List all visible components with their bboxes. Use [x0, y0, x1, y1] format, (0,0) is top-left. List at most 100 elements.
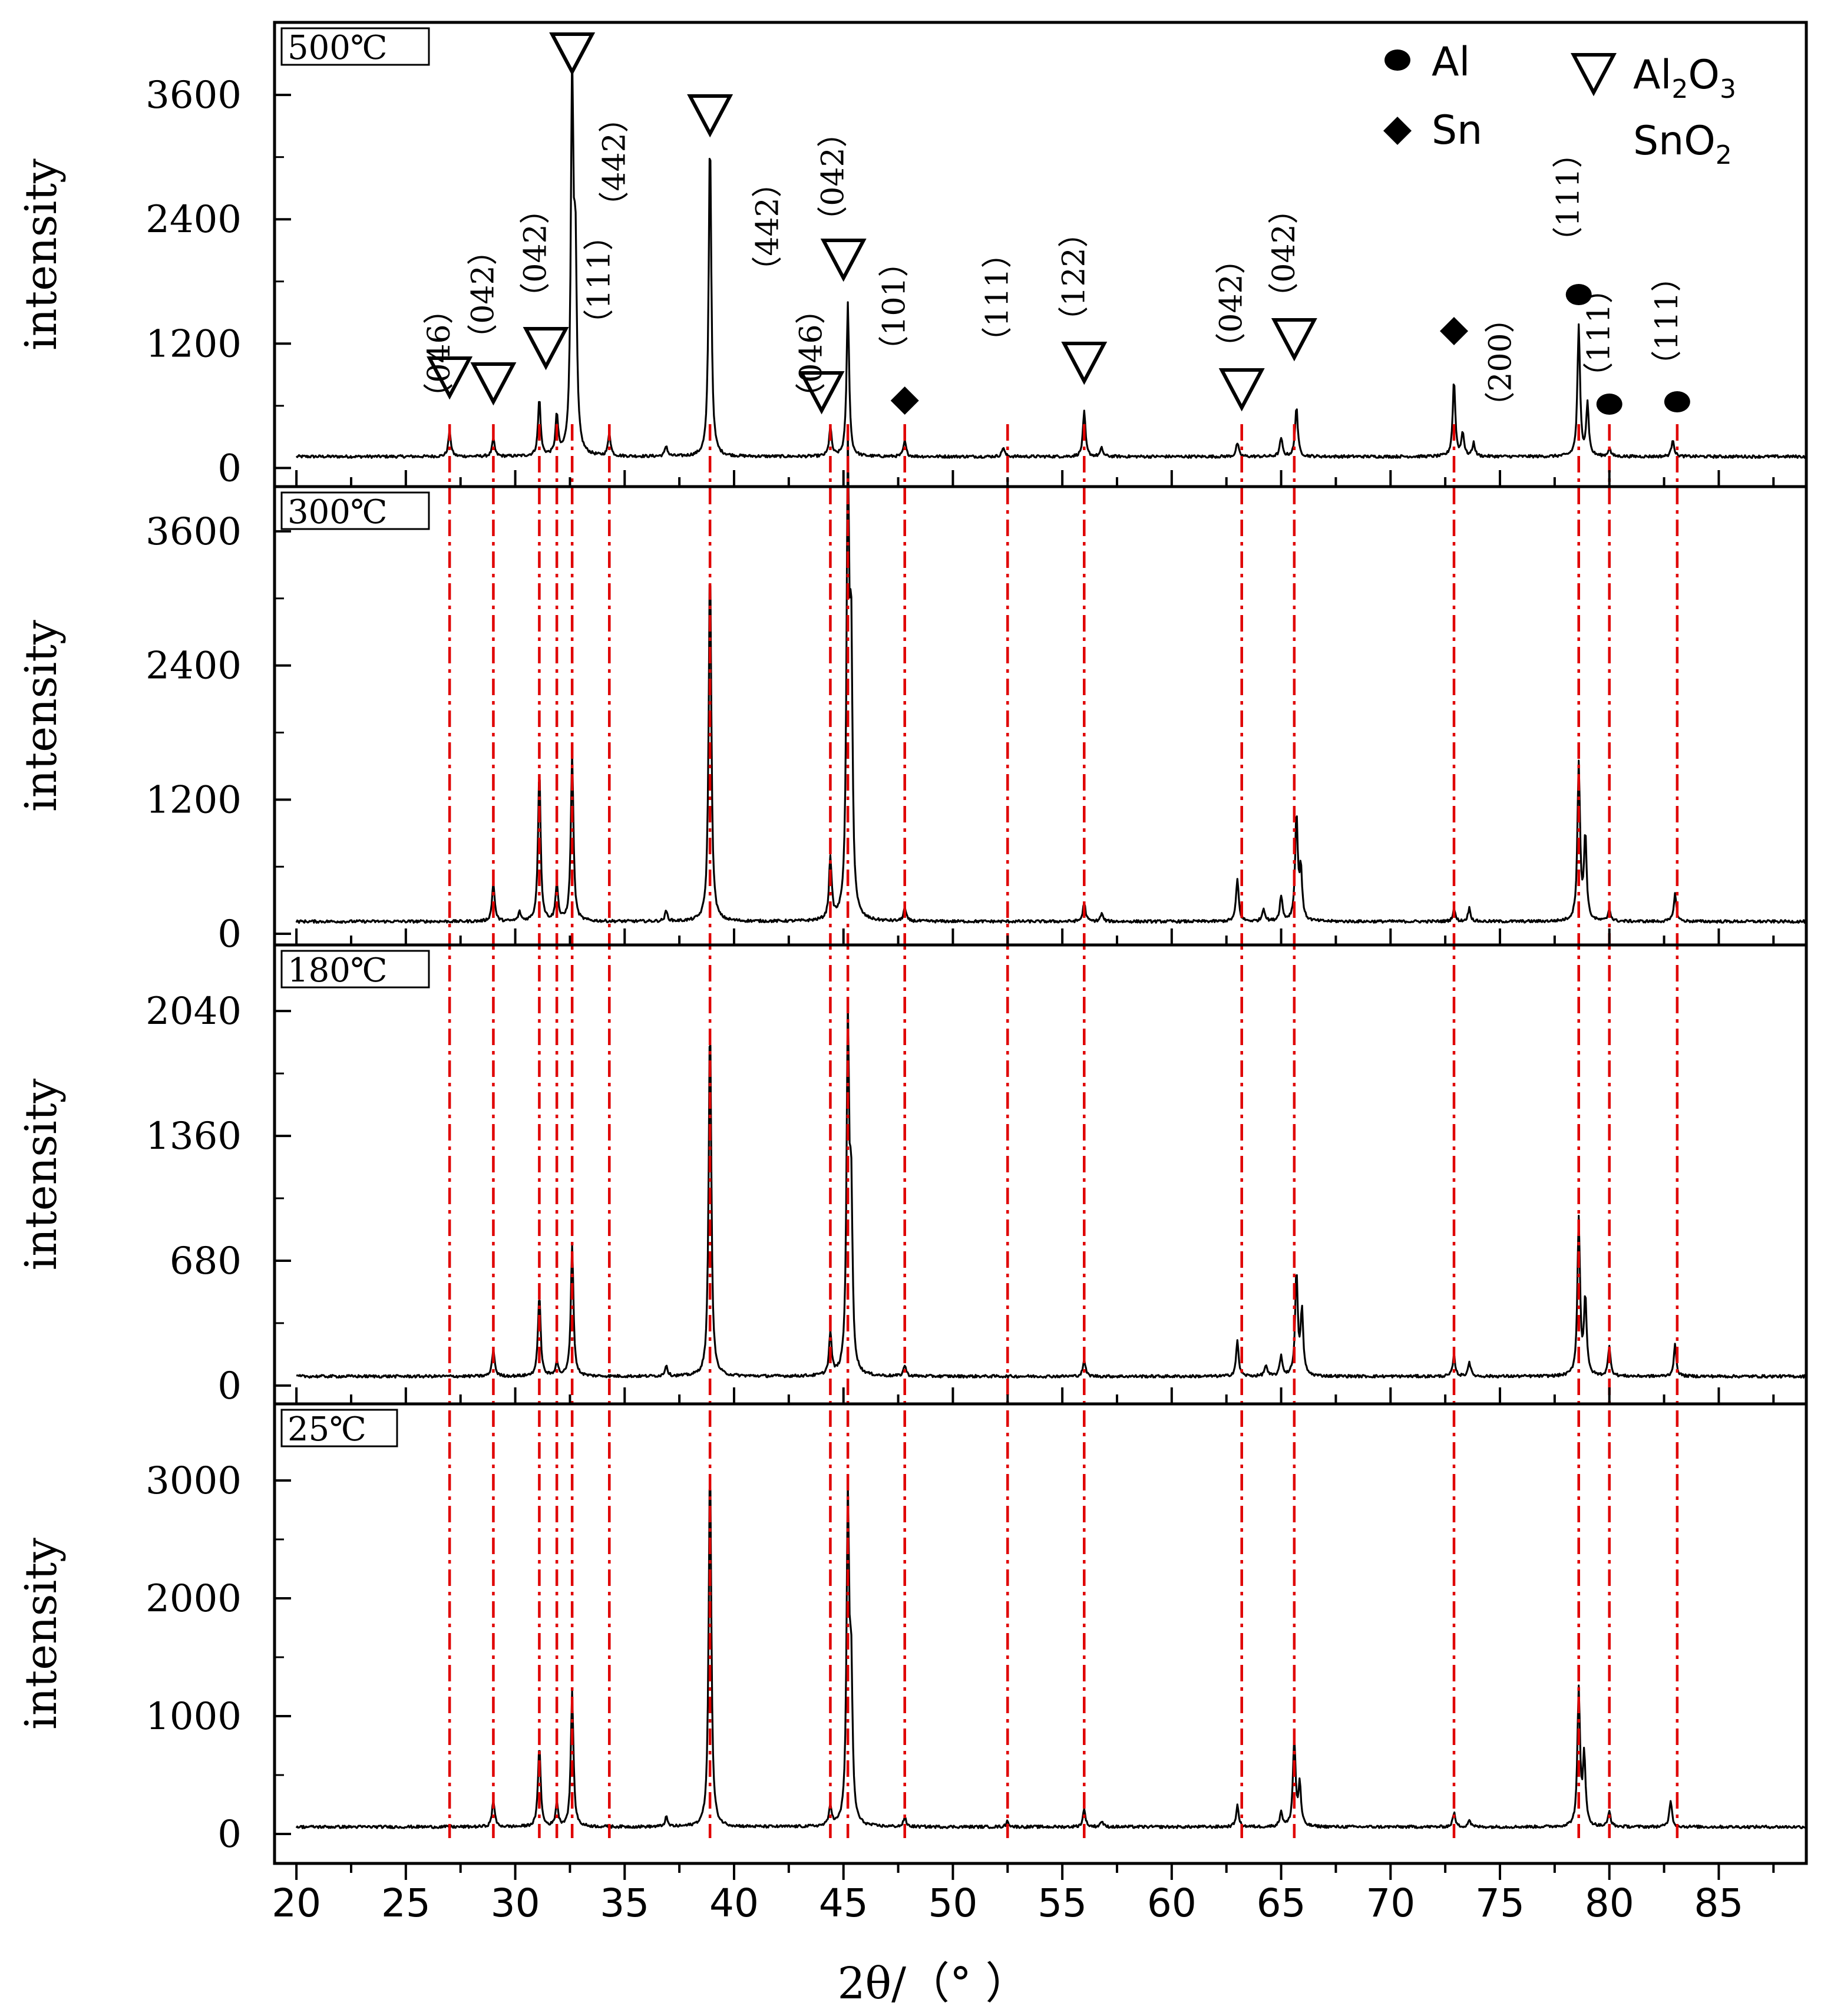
miller-index-label: （442）	[750, 167, 785, 286]
x-tick-label: 35	[600, 1881, 649, 1926]
y-tick-label: 0	[217, 1364, 242, 1408]
miller-index-label: （122）	[1056, 217, 1092, 336]
diamond-icon	[890, 386, 919, 415]
y-tick-label: 2000	[146, 1577, 242, 1621]
panel-frames-layer: 500℃ 300℃ 180℃ 25℃	[273, 21, 1808, 1865]
y-tick-label: 0	[217, 447, 242, 490]
miller-index-label: （042）	[1267, 193, 1302, 313]
panel-frame	[273, 1402, 1808, 1865]
x-tick-label: 25	[381, 1881, 431, 1926]
triangle-down-icon	[820, 239, 867, 282]
circle-icon	[1664, 391, 1690, 412]
miller-index-label: （111）	[1650, 261, 1685, 381]
y-tick-label: 2040	[146, 990, 242, 1033]
circle-icon	[1565, 284, 1592, 305]
x-axis-title: 2θ/（° ）	[837, 1958, 1029, 2009]
x-tick-label: 50	[928, 1881, 977, 1926]
x-tick-label: 30	[491, 1881, 540, 1926]
y-tick-label: 680	[170, 1240, 242, 1283]
traces-layer	[295, 45, 1807, 1829]
temperature-label-box	[280, 1409, 398, 1447]
legend-text-part: SnO	[1633, 118, 1716, 164]
x-axis: 20 25 30 35 40 45 50 55 60 65 70 75 80 85	[272, 470, 1775, 1926]
temperature-label: 180℃	[288, 951, 388, 990]
circle-icon	[1384, 49, 1410, 71]
y-tick-label: 0	[217, 1813, 242, 1856]
circle-icon	[1596, 394, 1622, 415]
legend-label-al: Al	[1432, 39, 1470, 85]
y-tick-label: 0	[217, 913, 242, 956]
y-tick-label: 1200	[146, 322, 242, 366]
y-axis-title: intensity	[16, 1078, 67, 1270]
reference-lines-layer	[448, 424, 1679, 1838]
y-tick-label: 1360	[146, 1115, 242, 1158]
x-tick-label: 65	[1257, 1881, 1306, 1926]
diamond-icon	[1383, 117, 1412, 145]
miller-index-label: （442）	[597, 102, 632, 222]
miller-index-label: （042）	[518, 193, 554, 313]
y-tick-label: 1000	[146, 1695, 242, 1739]
y-tick-label: 3600	[146, 74, 242, 117]
miller-index-label: （101）	[877, 246, 913, 366]
triangle-down-icon	[427, 356, 473, 400]
triangle-down-icon	[549, 32, 596, 76]
triangle-down-icon	[687, 94, 733, 138]
y-axes-layer: 0 1200 2400 3600 intensity 0 1200 2400 3600 inten…	[16, 74, 291, 1856]
temperature-label-box	[280, 491, 430, 530]
y-axis-title: intensity	[16, 1538, 67, 1730]
temperature-label-box	[280, 27, 430, 66]
triangle-down-icon	[1218, 368, 1265, 412]
temperature-label: 300℃	[288, 493, 388, 531]
miller-index-label: （200）	[1483, 302, 1519, 422]
legend-text-part: O	[1688, 52, 1720, 98]
triangle-down-icon	[798, 371, 845, 415]
subscript: 3	[1720, 74, 1736, 104]
y-tick-label: 1200	[146, 778, 242, 822]
x-tick-label: 20	[272, 1881, 321, 1926]
subscript: 2	[1671, 74, 1688, 104]
y-tick-label: 2400	[146, 198, 242, 242]
legend-label-al2o3: Al2O3	[1633, 52, 1736, 104]
x-tick-label: 85	[1694, 1881, 1743, 1926]
xrd-trace-300℃	[295, 426, 1807, 924]
miller-index-label: （111）	[1582, 273, 1617, 392]
y-tick-label: 3000	[146, 1459, 242, 1503]
miller-index-label: （042）	[1214, 243, 1250, 363]
temperature-label: 25℃	[288, 1410, 366, 1449]
legend-label-sno2: SnO2	[1633, 118, 1732, 170]
peak-annotations: （046） （042） （042） （111）（442）（442）（046）（042）…	[422, 32, 1690, 422]
miller-index-label: （042）	[816, 117, 851, 236]
x-tick-label: 80	[1585, 1881, 1634, 1926]
y-axis-title: intensity	[16, 620, 67, 812]
diamond-icon	[1440, 317, 1468, 345]
miller-index-label: （111）	[581, 220, 617, 339]
subscript: 2	[1716, 140, 1732, 170]
x-tick-label: 75	[1475, 1881, 1525, 1926]
x-tick-label: 40	[709, 1881, 759, 1926]
x-tick-label: 60	[1147, 1881, 1197, 1926]
miller-index-label: （111）	[1551, 137, 1587, 257]
xrd-trace-500℃	[295, 45, 1807, 459]
miller-index-label: （046）	[794, 293, 830, 413]
miller-index-label: （042）	[465, 234, 501, 354]
x-tick-label: 55	[1037, 1881, 1087, 1926]
xrd-trace-180℃	[296, 997, 1807, 1379]
y-tick-label: 2400	[146, 645, 242, 688]
triangle-down-icon	[1061, 342, 1108, 385]
triangle-down-icon	[523, 327, 569, 371]
y-axis-title: intensity	[16, 158, 67, 351]
miller-index-label: （046）	[422, 293, 457, 413]
x-tick-label: 70	[1366, 1881, 1415, 1926]
temperature-label: 500℃	[288, 29, 388, 67]
x-tick-label: 45	[819, 1881, 868, 1926]
triangle-down-icon	[1571, 53, 1617, 97]
triangle-down-icon	[470, 362, 517, 406]
legend-label-sn: Sn	[1432, 107, 1482, 154]
legend-text-part: Al	[1633, 52, 1671, 98]
triangle-down-icon	[1271, 318, 1317, 362]
xrd-trace-25℃	[295, 1477, 1807, 1829]
y-tick-label: 3600	[146, 510, 242, 554]
temperature-label-box	[280, 950, 430, 989]
